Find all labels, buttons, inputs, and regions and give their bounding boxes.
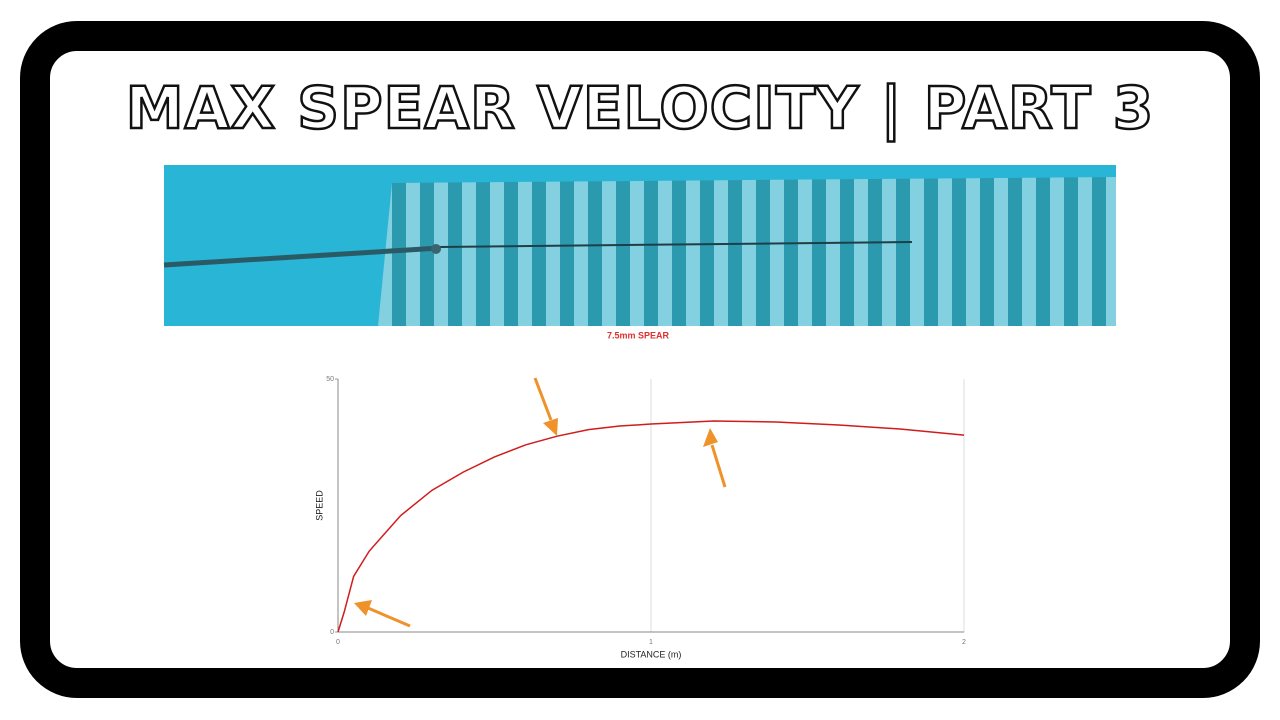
data-line <box>337 420 965 633</box>
y-axis-label: SPEED <box>314 490 324 521</box>
y-tick-label: 50 <box>326 376 334 383</box>
y-tick-label: 0 <box>330 629 334 636</box>
photo <box>163 165 1116 326</box>
title: MAX SPEAR VELOCITY | PART 3 <box>126 74 1154 142</box>
chart: 0 1 2 0 50 DISTANCE (m) SPEED <box>314 376 966 660</box>
x-tick-label: 2 <box>962 639 966 646</box>
x-tick-label: 1 <box>649 639 653 646</box>
frame <box>20 21 1260 698</box>
x-axis-label: DISTANCE (m) <box>621 649 682 659</box>
annotation-arrows <box>354 377 727 628</box>
image-caption: 7.5mm SPEAR <box>607 330 670 340</box>
x-tick-label: 0 <box>336 639 340 646</box>
